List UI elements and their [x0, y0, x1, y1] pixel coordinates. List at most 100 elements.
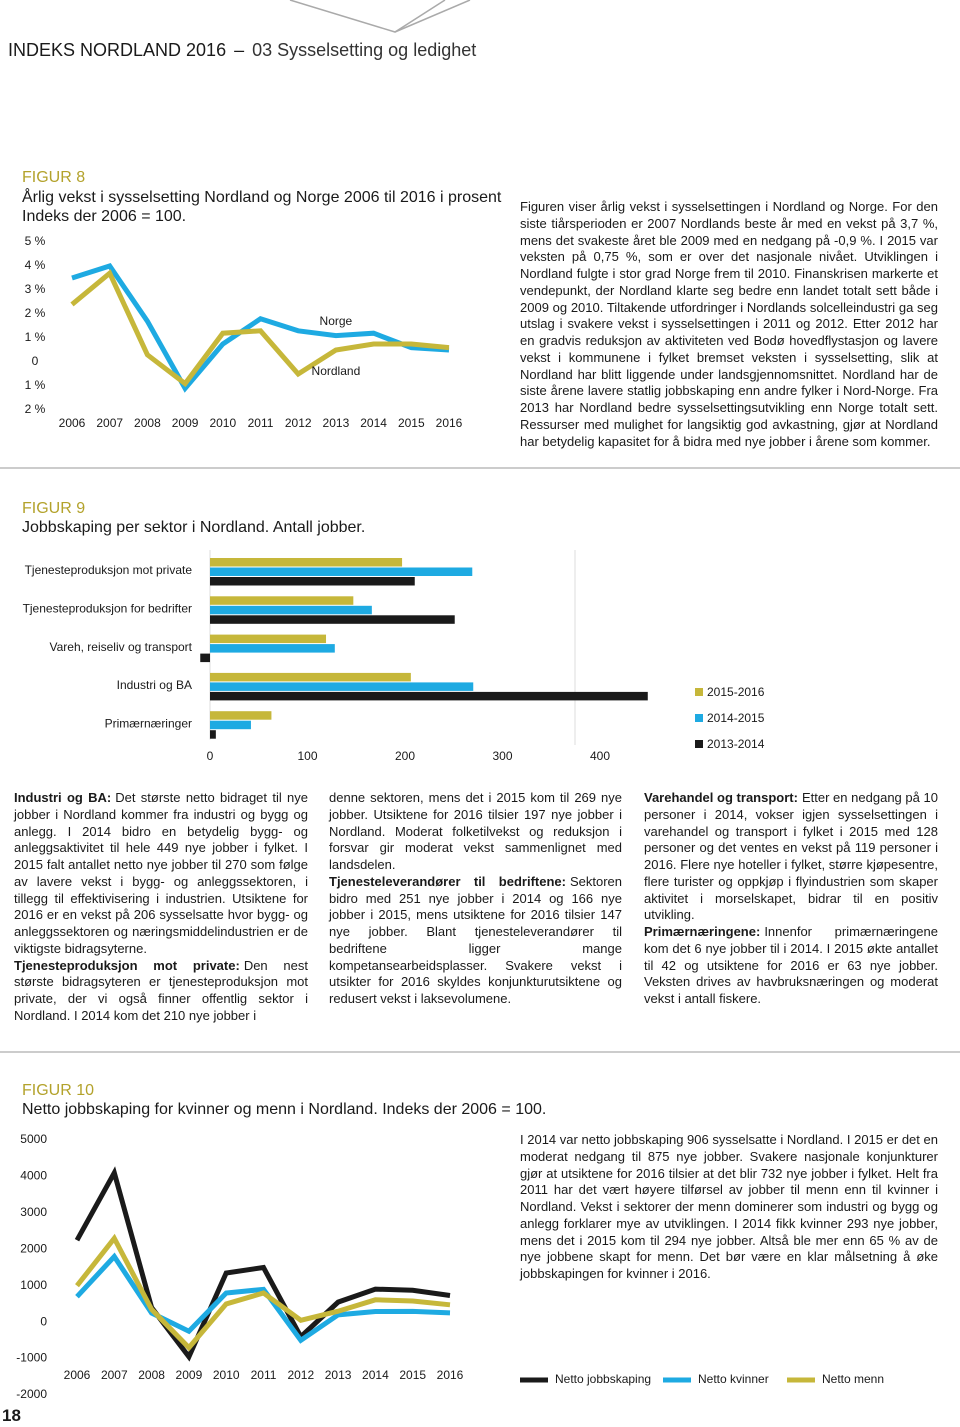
y-tick-label: 2 %: [25, 306, 46, 320]
figure-label: FIGUR 9: [22, 500, 86, 517]
bar: [210, 644, 335, 653]
x-tick-label: 100: [297, 749, 317, 763]
x-tick-label: 2012: [285, 416, 312, 430]
paragraph-lead: Varehandel og transport:: [644, 790, 798, 805]
x-tick-label: 2014: [360, 416, 387, 430]
category-label: Primærnæringer: [105, 716, 192, 730]
paragraph-body: Etter en nedgang på 10 personer i 2014, …: [644, 790, 938, 923]
legend-swatch: [695, 740, 703, 748]
header-separator: –: [234, 40, 245, 60]
category-label: Tjenesteproduksjon mot private: [25, 563, 193, 577]
series-label: Nordland: [312, 364, 361, 378]
paragraph-body: Innenfor primærnæringene kom det 6 nye j…: [644, 924, 938, 1006]
y-tick-label: -2000: [16, 1387, 47, 1401]
x-tick-label: 400: [590, 749, 610, 763]
bar: [210, 634, 327, 644]
category-label: Vareh, reiseliv og transport: [49, 640, 192, 654]
page-number: 18: [2, 1406, 21, 1425]
legend-label: 2013-2014: [707, 737, 765, 751]
header-title: INDEKS NORDLAND 2016: [8, 40, 227, 60]
x-tick-label: 2006: [59, 416, 86, 430]
paragraph: Primærnæringene: Innenfor primærnæringene…: [644, 924, 938, 1008]
x-tick-label: 200: [395, 749, 415, 763]
text-column: denne sektoren, mens det i 2015 kom til …: [329, 790, 622, 1008]
paragraph-lead: Industri og BA:: [14, 790, 112, 805]
x-tick-label: 2008: [138, 1368, 165, 1382]
x-tick-label: 2012: [287, 1368, 314, 1382]
page-header: INDEKS NORDLAND 2016–03 Sysselsetting og…: [8, 40, 484, 61]
x-tick-label: 2015: [399, 1368, 426, 1382]
legend-label: Netto jobbskaping: [555, 1372, 651, 1386]
legend-label: 2014-2015: [707, 711, 765, 725]
x-tick-label: 2009: [172, 416, 199, 430]
y-tick-label: 5000: [20, 1132, 47, 1146]
x-tick-label: 2010: [209, 416, 236, 430]
y-tick-label: 1 %: [25, 330, 46, 344]
line-series: [70, 269, 450, 388]
x-tick-label: 2007: [101, 1368, 128, 1382]
line-series: [75, 1252, 451, 1344]
y-tick-label: 0: [40, 1314, 47, 1328]
series-label: Norge: [320, 314, 353, 328]
paragraph-body: Den nest største bidragsyteren er tjenes…: [14, 957, 308, 1023]
bar: [210, 577, 415, 586]
bar: [210, 730, 216, 739]
paragraph: Tjenesteleverandører til bedriftene: Sekt…: [329, 874, 622, 1008]
bar: [210, 691, 648, 701]
legend-label: Netto kvinner: [698, 1372, 769, 1386]
figure-title: Netto jobbskaping for kvinner og menn i …: [22, 1101, 547, 1118]
line-series: [75, 1233, 451, 1352]
paragraph-body: Det største netto bidraget til nye jobbe…: [14, 790, 308, 956]
line-series: [71, 263, 450, 393]
legend-swatch: [695, 688, 703, 696]
x-tick-label: 2009: [176, 1368, 203, 1382]
x-tick-label: 300: [492, 749, 512, 763]
x-tick-label: 0: [207, 749, 214, 763]
category-label: Tjenesteproduksjon for bedrifter: [23, 601, 192, 615]
figure-title: Årlig vekst i sysselsetting Nordland og …: [22, 189, 502, 206]
category-label: Industri og BA: [117, 678, 192, 692]
legend-swatch: [695, 714, 703, 722]
x-tick-label: 2014: [362, 1368, 389, 1382]
figure-text: Figuren viser årlig vekst i sysselsettin…: [520, 199, 938, 449]
decoration: [289, 0, 446, 33]
legend-label: 2015-2016: [707, 685, 765, 699]
text-column: Varehandel og transport: Etter en nedgang…: [644, 790, 938, 1008]
bar: [210, 596, 354, 605]
bar: [210, 720, 251, 730]
paragraph-lead: Tjenesteleverandører til bedriftene:: [329, 873, 566, 889]
paragraph-lead: Tjenesteproduksjon mot private:: [14, 957, 240, 973]
bar: [210, 672, 411, 682]
y-tick-label: 3000: [20, 1205, 47, 1219]
paragraph-lead: Primærnæringene:: [644, 924, 761, 939]
y-tick-label: 2000: [20, 1241, 47, 1255]
x-tick-label: 2013: [325, 1368, 352, 1382]
x-tick-label: 2016: [436, 416, 463, 430]
legend-label: Netto menn: [822, 1372, 884, 1386]
y-tick-label: 3 %: [25, 282, 46, 296]
x-tick-label: 2011: [248, 416, 274, 430]
paragraph-body: Sektoren bidro med 251 nye jobber i 2014…: [329, 873, 622, 1006]
figure-title: Jobbskaping per sektor i Nordland. Antal…: [22, 519, 366, 536]
paragraph: Varehandel og transport: Etter en nedgang…: [644, 790, 938, 924]
paragraph: Industri og BA: Det største netto bidrage…: [14, 790, 308, 958]
x-tick-label: 2010: [213, 1368, 240, 1382]
paragraph-body: denne sektoren, mens det i 2015 kom til …: [329, 790, 622, 872]
paragraph: denne sektoren, mens det i 2015 kom til …: [329, 790, 622, 874]
bar: [210, 567, 473, 576]
x-tick-label: 2006: [64, 1368, 91, 1382]
y-tick-label: 0: [32, 354, 39, 368]
figure-label: FIGUR 8: [22, 169, 86, 186]
figure-label: FIGUR 10: [22, 1082, 95, 1099]
figure-subtitle: Indeks der 2006 = 100.: [22, 208, 187, 225]
decoration: [394, 0, 471, 33]
bar: [210, 605, 372, 615]
x-tick-label: 2015: [398, 416, 425, 430]
bar: [210, 711, 272, 720]
y-tick-label: 4000: [20, 1169, 47, 1183]
text-column: Industri og BA: Det største netto bidrage…: [14, 790, 308, 1025]
y-tick-label: 4 %: [25, 258, 46, 272]
x-tick-label: 2007: [96, 416, 123, 430]
bar: [210, 615, 455, 624]
